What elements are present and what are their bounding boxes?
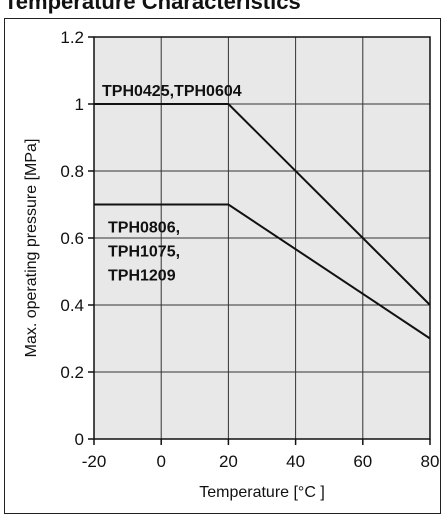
x-axis-label: Temperature [°C ] <box>199 484 325 501</box>
y-tick-label-1: 0.2 <box>60 363 84 382</box>
y-tick-label-2: 0.4 <box>60 296 84 315</box>
y-tick-label-5: 1 <box>75 95 84 114</box>
x-tick-label-1: 0 <box>156 452 165 471</box>
grid <box>94 37 430 439</box>
series-label-1-line-1: TPH1075, <box>108 244 180 261</box>
y-tick-label-6: 1.2 <box>60 28 84 47</box>
series-line-1 <box>94 203 431 340</box>
series-labels: TPH0425,TPH0604 TPH0806, TPH1075, TPH1209 <box>102 83 242 285</box>
tick-labels: -20 0 20 40 60 80 0 0.2 0.4 0.6 0.8 1 1.2 <box>60 28 439 471</box>
header-strip: Temperature Characteristics <box>0 0 446 16</box>
series-label-1-line-0: TPH0806, <box>108 220 180 237</box>
x-tick-label-5: 80 <box>421 452 440 471</box>
header-title: Temperature Characteristics <box>4 0 301 14</box>
series-lines <box>94 103 431 340</box>
series-line-0 <box>94 103 431 306</box>
y-tick-label-0: 0 <box>75 430 84 449</box>
x-tick-label-4: 60 <box>353 452 372 471</box>
y-axis-label: Max. operating pressure [MPa] <box>23 139 40 358</box>
series-label-0-line-0: TPH0425,TPH0604 <box>102 83 242 100</box>
series-label-1-line-2: TPH1209 <box>108 268 176 285</box>
y-tick-label-4: 0.8 <box>60 162 84 181</box>
x-tick-label-3: 40 <box>286 452 305 471</box>
x-tick-label-0: -20 <box>82 452 107 471</box>
y-tick-label-3: 0.6 <box>60 229 84 248</box>
x-tick-label-2: 20 <box>219 452 238 471</box>
